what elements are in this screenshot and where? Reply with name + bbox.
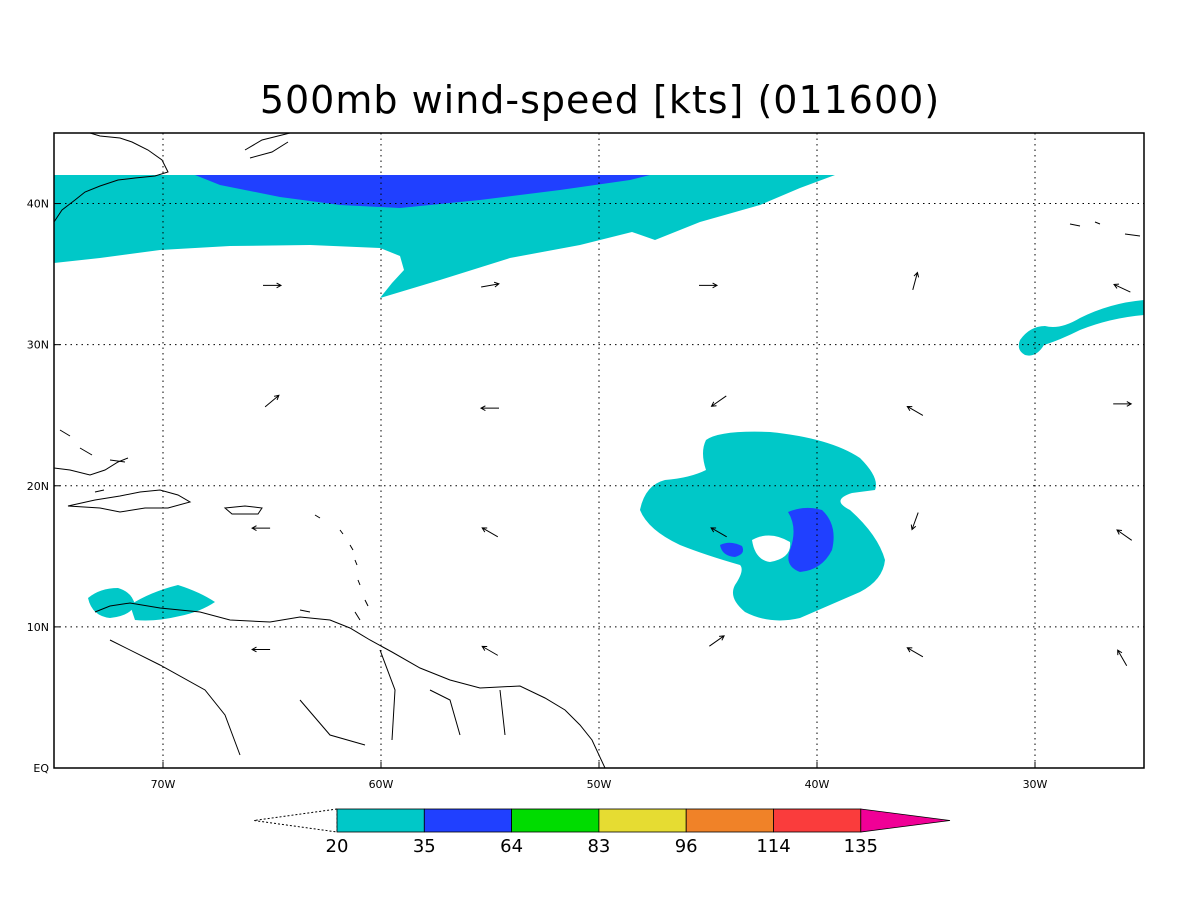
south-america-borders: [109, 639, 506, 756]
lat-tick-label: EQ: [33, 762, 49, 775]
lon-tick-label: 30W: [1023, 778, 1048, 791]
colorbar-upper-triangle: [860, 808, 951, 833]
hispaniola-coast: [67, 489, 192, 513]
longitude-ticks: 70W 60W 50W 40W 30W: [151, 762, 1048, 791]
lon-tick-label: 40W: [805, 778, 830, 791]
lon-tick-label: 70W: [151, 778, 176, 791]
wind-vector-arrow: [479, 405, 499, 412]
colorbar-label: 96: [675, 836, 698, 857]
wind-vector-arrow: [1113, 401, 1133, 407]
lat-tick-label: 10N: [27, 621, 49, 634]
wind-vector-arrow: [1117, 649, 1128, 666]
colorbar-label: 135: [844, 836, 878, 857]
cape-verde: [1069, 221, 1141, 237]
northern-jet-cyan: [54, 175, 835, 298]
colorbar-label: 35: [413, 836, 436, 857]
lat-tick-label: 30N: [27, 339, 49, 352]
wind-vector-arrow: [709, 635, 725, 647]
northern-jet-blue: [195, 175, 650, 208]
subtropical-white-core: [752, 535, 791, 562]
wind-vector-arrow: [263, 282, 283, 289]
map-title: 500mb wind-speed [kts] (011600): [259, 78, 941, 122]
wind-vector-arrow: [912, 271, 920, 290]
colorbar-label: 20: [326, 836, 349, 857]
wind-vector-arrow: [1113, 283, 1131, 293]
wind-vector-arrow: [906, 647, 924, 658]
lesser-antilles: [299, 514, 369, 621]
wind-vector-arrow: [910, 512, 919, 531]
colorbar-segment: [511, 808, 600, 833]
wind-vector-arrow: [481, 281, 500, 288]
wind-vectors: [251, 271, 1133, 666]
subtropical-blue-core: [788, 507, 834, 572]
small-blue-core: [720, 542, 744, 557]
colorbar-segment: [685, 808, 774, 833]
colorbar-segment: [773, 808, 862, 833]
lon-tick-label: 60W: [369, 778, 394, 791]
colorbar-segment: [336, 808, 425, 833]
east-jet-cyan: [1018, 300, 1144, 356]
wind-speed-shading: [54, 175, 1144, 621]
nova-scotia-coast: [244, 133, 291, 159]
north-america-coast: [54, 133, 169, 223]
colorbar-segment: [598, 808, 687, 833]
caribbean-cyan-east: [130, 585, 215, 621]
colorbar: 20 35 64 83 96 114 135: [253, 808, 951, 857]
wind-vector-arrow: [699, 282, 719, 289]
colorbar-lower-triangle: [253, 808, 338, 833]
wind-vector-arrow: [481, 645, 499, 656]
south-america-coast: [94, 602, 606, 768]
colorbar-label: 114: [756, 836, 790, 857]
colorbar-label: 83: [587, 836, 610, 857]
wind-vector-arrow: [906, 405, 924, 416]
wind-vector-arrow: [251, 646, 271, 653]
lat-tick-label: 20N: [27, 480, 49, 493]
latitude-ticks: EQ 10N 20N 30N 40N: [27, 198, 60, 775]
wind-vector-arrow: [481, 527, 499, 538]
lat-tick-label: 40N: [27, 198, 49, 211]
colorbar-segment: [423, 808, 512, 833]
wind-vector-arrow: [710, 395, 727, 407]
colorbar-label: 64: [500, 836, 523, 857]
wind-vector-arrow: [1116, 529, 1133, 541]
wind-vector-arrow: [710, 527, 727, 538]
subtropical-cyan: [640, 431, 885, 621]
coastlines: [54, 133, 1141, 768]
graticule: [54, 133, 1144, 768]
wind-vector-arrow: [251, 525, 271, 531]
wind-vector-arrow: [264, 394, 280, 408]
bahamas-coast: [59, 429, 126, 493]
puerto-rico-coast: [223, 505, 263, 515]
lon-tick-label: 50W: [587, 778, 612, 791]
